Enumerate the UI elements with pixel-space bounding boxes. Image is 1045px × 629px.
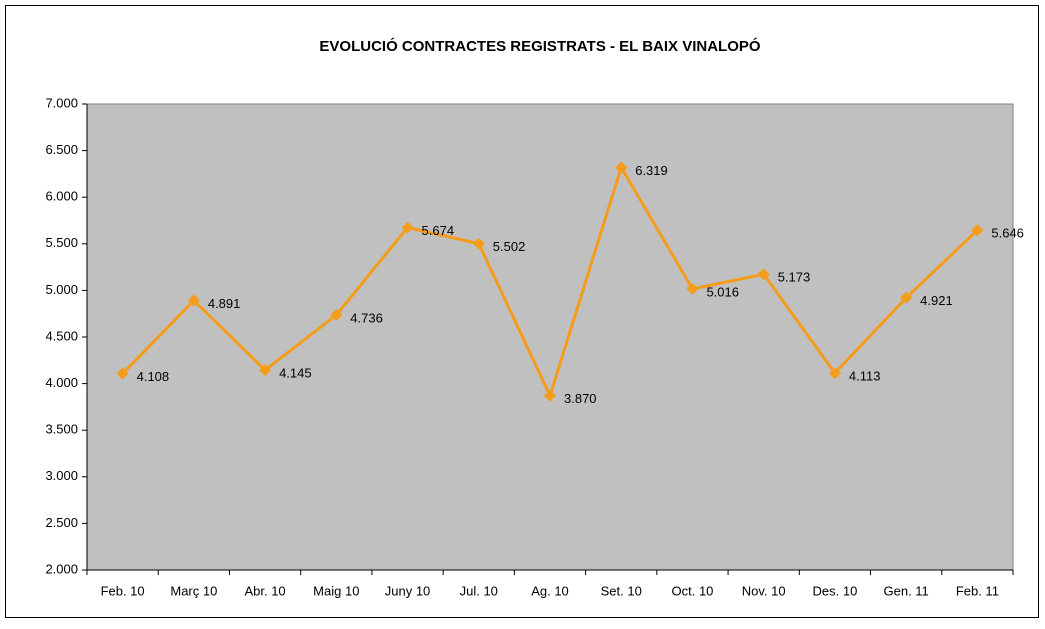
y-tick-label: 4.000 [45,375,78,390]
marker [259,364,272,377]
x-tick-label: Gen. 11 [884,583,929,598]
x-tick-label: Abr. 10 [244,583,285,598]
data-label: 5.674 [422,223,455,238]
marker [757,268,770,281]
data-label: 3.870 [564,391,597,406]
y-tick-label: 5.500 [45,235,78,250]
x-tick-label: Jul. 10 [460,583,498,598]
x-tick-label: Març 10 [170,583,217,598]
data-label: 4.736 [350,310,383,325]
marker [971,224,984,237]
y-tick-label: 4.500 [45,328,78,343]
data-label: 4.108 [137,369,170,384]
marker [615,161,628,174]
x-tick-label: Feb. 11 [956,583,999,598]
marker [116,367,129,380]
data-label: 5.016 [706,284,739,299]
x-tick-label: Feb. 10 [101,583,145,598]
marker [686,282,699,295]
marker [330,309,343,322]
data-label: 4.145 [279,366,312,381]
y-tick-label: 7.000 [45,95,78,110]
x-tick-label: Ag. 10 [531,583,569,598]
x-tick-label: Nov. 10 [742,583,786,598]
y-tick-label: 3.000 [45,468,78,483]
data-label: 5.502 [493,239,526,254]
y-tick-label: 3.500 [45,422,78,437]
data-label: 5.173 [778,270,811,285]
data-label: 4.113 [849,369,881,384]
x-tick-label: Set. 10 [601,583,642,598]
y-tick-label: 2.000 [45,561,78,576]
data-label: 5.646 [991,226,1024,241]
data-label: 4.891 [208,296,241,311]
chart-title: EVOLUCIÓ CONTRACTES REGISTRATS - EL BAIX… [319,37,760,55]
marker [401,221,414,234]
marker [900,291,913,304]
y-tick-label: 2.500 [45,515,78,530]
data-label: 6.319 [635,163,668,178]
x-tick-label: Des. 10 [813,583,858,598]
marker [187,294,200,307]
y-tick-label: 5.000 [45,282,78,297]
marker [828,367,841,380]
marker [472,237,485,250]
y-tick-label: 6.000 [45,189,78,204]
x-tick-label: Juny 10 [385,583,431,598]
x-tick-label: Maig 10 [313,583,359,598]
marker [544,389,556,402]
plot-area [86,103,1014,571]
y-tick-label: 6.500 [45,142,78,157]
data-label: 4.921 [920,293,953,308]
x-tick-label: Oct. 10 [672,583,714,598]
